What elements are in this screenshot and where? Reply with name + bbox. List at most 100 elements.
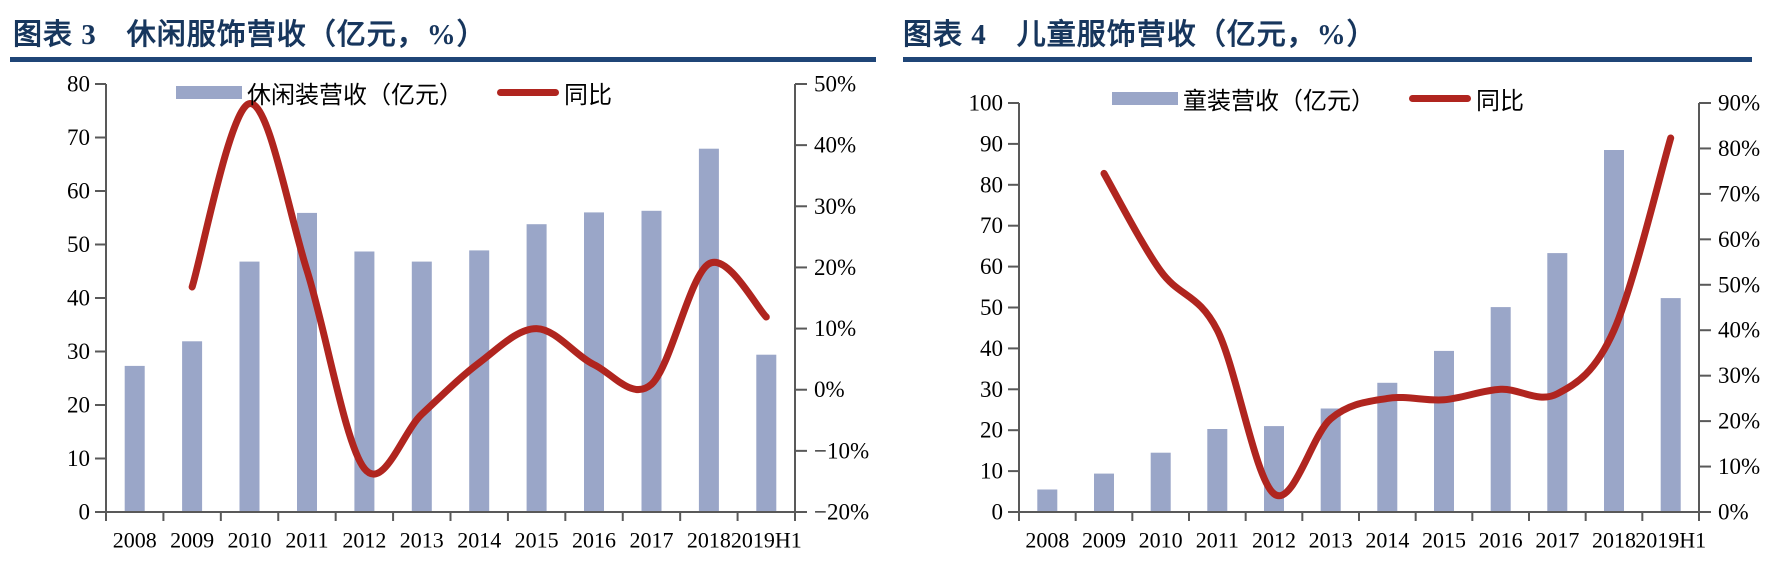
chart-3-left-axis-label: 30 <box>67 339 90 364</box>
chart-3-left-axis-label: 10 <box>67 446 90 471</box>
chart-4-x-axis-label: 2010 <box>1139 528 1183 553</box>
chart-4-bar-2009 <box>1094 473 1114 512</box>
chart-4-right-axis-label: 50% <box>1718 272 1760 297</box>
chart-3-left-axis-label: 50 <box>67 232 90 257</box>
chart-3-x-axis-label: 2014 <box>457 528 501 553</box>
chart-3-legend-bar-swatch <box>176 85 242 99</box>
chart-3-right-axis-label: −10% <box>814 438 869 463</box>
chart-4-x-axis-label: 2009 <box>1082 528 1126 553</box>
chart-3-x-axis-label: 2012 <box>342 528 386 553</box>
chart-3-right-axis-label: −20% <box>814 500 869 525</box>
chart-4-right-axis-label: 40% <box>1718 318 1760 343</box>
chart-4-title: 图表 4 儿童服饰营收（亿元，%） <box>903 19 1377 51</box>
chart-4-bar-2019H1 <box>1660 298 1681 512</box>
chart-4-x-axis-label: 2016 <box>1479 528 1523 553</box>
chart-3-left-axis-label: 70 <box>67 125 90 150</box>
chart-4-legend-line-swatch <box>1409 94 1471 102</box>
chart-3-title-rule <box>10 57 876 62</box>
chart-4-right-axis-label: 80% <box>1718 136 1760 161</box>
chart-3-bar-2010 <box>239 261 260 512</box>
chart-3-right-axis-label: 40% <box>814 133 856 158</box>
chart-3-legend-bar-label: 休闲装营收（亿元） <box>247 82 463 109</box>
chart-3-left-axis-label: 40 <box>67 286 90 311</box>
chart-4-legend-bar-label: 童装营收（亿元） <box>1183 88 1375 115</box>
chart-3-left-axis-label: 20 <box>67 393 90 418</box>
chart-3-right-axis-label: 30% <box>814 194 856 219</box>
chart-4-yoy-line <box>1100 134 1675 500</box>
chart-3-x-axis-label: 2011 <box>285 528 328 553</box>
chart-3-left-axis-label: 80 <box>67 72 90 97</box>
chart-4-legend: 童装营收（亿元） 同比 <box>1112 85 1524 115</box>
chart-3-x-axis-label: 2018 <box>687 528 731 553</box>
chart-3-bar-2017 <box>641 210 662 513</box>
chart-4-left-axis-label: 90 <box>980 131 1003 156</box>
chart-4-left-axis-label: 0 <box>992 500 1004 525</box>
chart-3-x-axis-label: 2009 <box>170 528 214 553</box>
chart-4-bar-2011 <box>1207 429 1228 512</box>
chart-4-bar-2008 <box>1037 489 1058 512</box>
chart-4-right-axis-label: 90% <box>1718 91 1760 116</box>
chart-4-left-axis-label: 40 <box>980 336 1003 361</box>
chart-4-left-axis-label: 100 <box>969 91 1004 116</box>
chart-4-left-axis-label: 10 <box>980 459 1003 484</box>
chart-3-legend: 休闲装营收（亿元） 同比 <box>176 79 612 109</box>
chart-4-left-axis-label: 70 <box>980 213 1003 238</box>
chart-3-x-axis-label: 2010 <box>228 528 272 553</box>
chart-4-title-rule <box>903 57 1752 62</box>
chart-3-right-axis-label: 0% <box>814 377 845 402</box>
chart-4-right-axis-label: 70% <box>1718 181 1760 206</box>
chart-4-right-axis-label: 60% <box>1718 227 1760 252</box>
chart-4-bar-2014 <box>1377 382 1398 512</box>
chart-4-left-axis-label: 80 <box>980 172 1003 197</box>
chart-3-plot: 0 10 20 30 40 50 60 70 80 −20% −10% 0% 10% 20% 30% 40% 5… <box>67 72 869 553</box>
chart-3-left-axis-label: 60 <box>67 179 90 204</box>
chart-3-x-axis-label: 2016 <box>572 528 616 553</box>
chart-3-right-axis-label: 10% <box>814 316 856 341</box>
chart-3-x-axis-label: 2015 <box>515 528 559 553</box>
chart-4-bar-2017 <box>1547 253 1568 512</box>
chart-3-x-axis-label: 2013 <box>400 528 444 553</box>
chart-4-bar-2012 <box>1264 426 1284 512</box>
chart-3-x-axis-label: 2019H1 <box>731 528 802 553</box>
chart-4-x-axis-label: 2012 <box>1252 528 1296 553</box>
chart-4-legend-line-label: 同比 <box>1476 88 1524 115</box>
chart-4-left-axis-label: 50 <box>980 295 1003 320</box>
chart-4-x-axis-label: 2015 <box>1422 528 1466 553</box>
chart-3-right-axis-label: 20% <box>814 255 856 280</box>
chart-3-legend-line-label: 同比 <box>564 82 612 109</box>
chart-4-bar-2016 <box>1490 307 1511 512</box>
chart-3-bar-2018 <box>698 148 719 512</box>
chart-3-bar-2009 <box>182 341 203 512</box>
chart-4-legend-bar-swatch <box>1112 91 1178 105</box>
chart-3-legend-line-swatch <box>497 88 559 96</box>
chart-4-plot: 0 10 20 30 40 50 60 70 80 90 100 0% 10% 20% 30% 40% 50% 6… <box>969 91 1761 553</box>
chart-4-x-axis-label: 2018 <box>1592 528 1636 553</box>
chart-4-right-axis-label: 30% <box>1718 363 1760 388</box>
chart-3-bar-2014 <box>469 250 490 512</box>
chart-4-x-axis-label: 2008 <box>1025 528 1069 553</box>
chart-3-x-axis-label: 2017 <box>629 528 673 553</box>
chart-3-left-axis-label: 0 <box>79 500 91 525</box>
chart-4-bar-2013 <box>1320 408 1341 512</box>
chart-4-right-axis-label: 20% <box>1718 409 1760 434</box>
chart-4-left-axis-label: 20 <box>980 418 1003 443</box>
chart-3-bar-2008 <box>124 365 145 512</box>
chart-4-left-axis-label: 30 <box>980 377 1003 402</box>
chart-4-x-axis-label: 2014 <box>1365 528 1409 553</box>
chart-4-right-axis-label: 0% <box>1718 500 1749 525</box>
chart-4-x-axis-label: 2013 <box>1309 528 1353 553</box>
chart-3-bar-2012 <box>354 251 375 512</box>
chart-3-x-axis-label: 2008 <box>113 528 157 553</box>
chart-4-x-axis-label: 2017 <box>1535 528 1579 553</box>
chart-3-bar-2013 <box>411 261 432 512</box>
chart-3-right-axis-label: 50% <box>814 72 856 97</box>
chart-3-yoy-line <box>188 100 770 478</box>
chart-4-bar-2015 <box>1434 350 1454 512</box>
chart-4-left-axis-label: 60 <box>980 254 1003 279</box>
chart-4-right-axis-label: 10% <box>1718 454 1760 479</box>
chart-3-bar-2015 <box>526 224 547 512</box>
chart-4-bar-2010 <box>1150 452 1171 512</box>
chart-3-bar-2019H1 <box>756 354 777 512</box>
chart-4-x-axis-label: 2019H1 <box>1635 528 1706 553</box>
